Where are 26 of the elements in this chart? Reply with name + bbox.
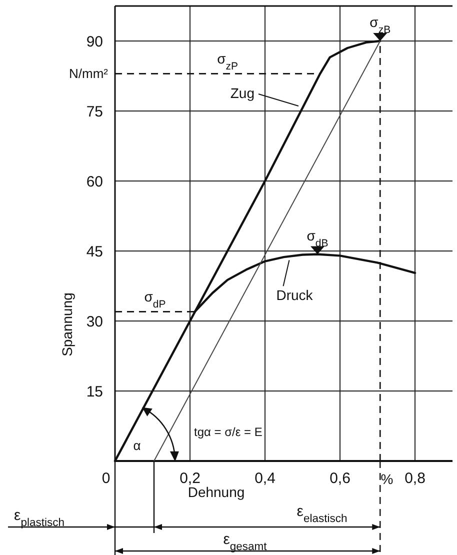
x-tick-label: 0 <box>102 470 110 487</box>
y-tick-label: 15 <box>86 383 103 400</box>
ref-line-label: σ$_{dP}$ <box>144 288 166 311</box>
x-tick-label: 0,2 <box>180 470 200 487</box>
x-tick-label: 0,8 <box>404 470 426 487</box>
x-tick-label: 0,4 <box>254 470 276 487</box>
text: ε$_{gesamt}$ <box>223 531 268 553</box>
annotation: α <box>133 438 142 453</box>
y-axis-title: Spannung <box>59 292 75 356</box>
y-tick-label: 30 <box>86 313 103 330</box>
y-tick-label: 60 <box>86 173 103 190</box>
x-axis-title: Dehnung <box>188 484 245 500</box>
text: N/mm² <box>69 66 109 81</box>
text: ε$_{elastisch}$ <box>296 503 348 525</box>
y-tick-label: 90 <box>86 33 103 50</box>
text: ε$_{plastisch}$ <box>14 507 64 529</box>
legend-label: Zug <box>230 84 254 101</box>
annotation: σ$_{zB}$ <box>370 14 391 36</box>
annotation: tgα = σ/ε = E <box>194 425 262 439</box>
series-label: Druck <box>276 287 314 304</box>
text: % <box>380 471 394 487</box>
ref-line-label: σ$_{zP}$ <box>217 50 238 73</box>
y-tick-label: 45 <box>86 243 103 260</box>
y-tick-label: 75 <box>86 103 103 120</box>
x-tick-label: 0,6 <box>330 470 350 487</box>
annotation: σ$_{dB}$ <box>306 227 328 250</box>
